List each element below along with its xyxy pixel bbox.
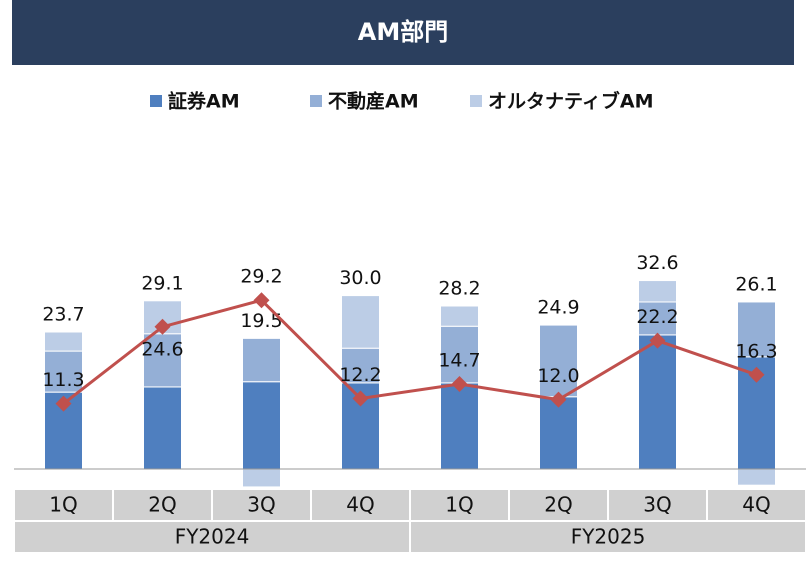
line-marker bbox=[550, 391, 567, 408]
x-tick-label: 1Q bbox=[49, 493, 77, 517]
line-label: 12.2 bbox=[339, 364, 381, 386]
total-label: 19.5 bbox=[240, 310, 282, 332]
total-label: 23.7 bbox=[42, 304, 84, 326]
line-marker bbox=[154, 318, 171, 335]
group-cell bbox=[409, 520, 806, 554]
bar-segment bbox=[242, 337, 281, 383]
bar-segment bbox=[143, 386, 182, 470]
legend-swatch bbox=[310, 95, 322, 107]
bar-segment bbox=[737, 301, 776, 358]
x-tick-label: 2Q bbox=[544, 493, 572, 517]
x-tick-label: 4Q bbox=[742, 493, 770, 517]
line-marker bbox=[649, 332, 666, 349]
x-tick-label: 2Q bbox=[148, 493, 176, 517]
group-cell bbox=[13, 520, 411, 554]
bar-segment bbox=[440, 305, 479, 327]
bar-segment bbox=[638, 334, 677, 470]
total-label: 30.0 bbox=[339, 267, 381, 289]
group-label: FY2024 bbox=[175, 525, 250, 549]
total-label: 24.9 bbox=[537, 297, 579, 319]
chart-title: AM部門 bbox=[358, 18, 448, 46]
bar-segment bbox=[638, 301, 677, 336]
x-tick-label: 3Q bbox=[247, 493, 275, 517]
line-label: 29.2 bbox=[240, 266, 282, 288]
bar-segment bbox=[341, 295, 380, 349]
line-label: 22.2 bbox=[636, 306, 678, 328]
line-marker bbox=[55, 395, 72, 412]
category-cell bbox=[310, 488, 411, 522]
category-cell bbox=[13, 488, 114, 522]
line-label: 11.3 bbox=[42, 369, 84, 391]
bar-segment bbox=[242, 468, 281, 488]
bar-segment bbox=[440, 325, 479, 384]
bar-segment bbox=[242, 381, 281, 470]
x-tick-label: 3Q bbox=[643, 493, 671, 517]
legend-swatch bbox=[150, 95, 162, 107]
line-marker bbox=[352, 390, 369, 407]
legend-swatch bbox=[470, 95, 482, 107]
line-series bbox=[62, 298, 757, 405]
bar-segment bbox=[737, 468, 776, 486]
x-tick-label: 4Q bbox=[346, 493, 374, 517]
line-label: 12.0 bbox=[537, 365, 579, 387]
total-label: 29.1 bbox=[141, 272, 183, 294]
legend-label: 証券AM bbox=[168, 90, 240, 113]
group-label: FY2025 bbox=[571, 525, 646, 549]
line-label: 16.3 bbox=[735, 340, 777, 362]
bar-segment bbox=[143, 333, 182, 388]
bar-segment bbox=[44, 331, 83, 352]
total-label: 26.1 bbox=[735, 273, 777, 295]
legend-label: 不動産AM bbox=[328, 90, 419, 113]
title-banner bbox=[12, 0, 794, 65]
line-marker bbox=[253, 292, 270, 309]
total-label: 28.2 bbox=[438, 278, 480, 300]
line-marker bbox=[451, 376, 468, 393]
bar-segment bbox=[440, 382, 479, 470]
bar-segment bbox=[638, 280, 677, 303]
bar-segment bbox=[539, 324, 578, 398]
legend-label: オルタナティブAM bbox=[488, 90, 653, 113]
line-marker bbox=[748, 366, 765, 383]
total-label: 32.6 bbox=[636, 252, 678, 274]
x-tick-label: 1Q bbox=[445, 493, 473, 517]
category-cell bbox=[112, 488, 213, 522]
line-label: 24.6 bbox=[141, 338, 183, 360]
line-label: 14.7 bbox=[438, 350, 480, 372]
